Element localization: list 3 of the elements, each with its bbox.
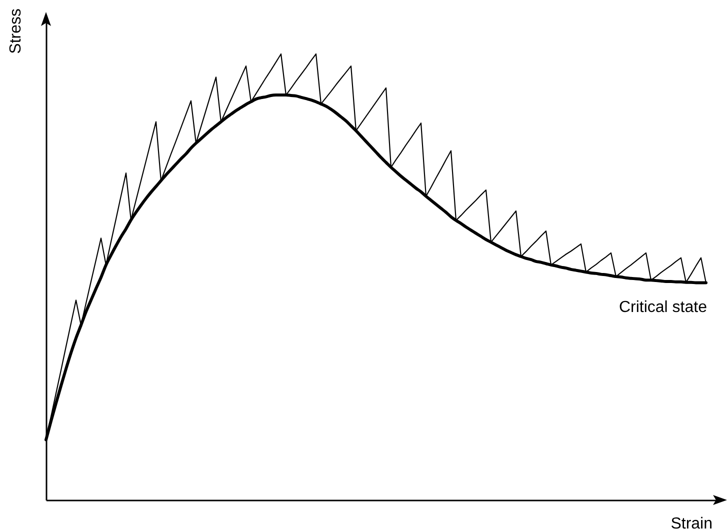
x-axis-title: Strain [670, 516, 712, 531]
y-axis-title: Stress [8, 8, 24, 54]
annotation: Critical state [618, 298, 708, 316]
